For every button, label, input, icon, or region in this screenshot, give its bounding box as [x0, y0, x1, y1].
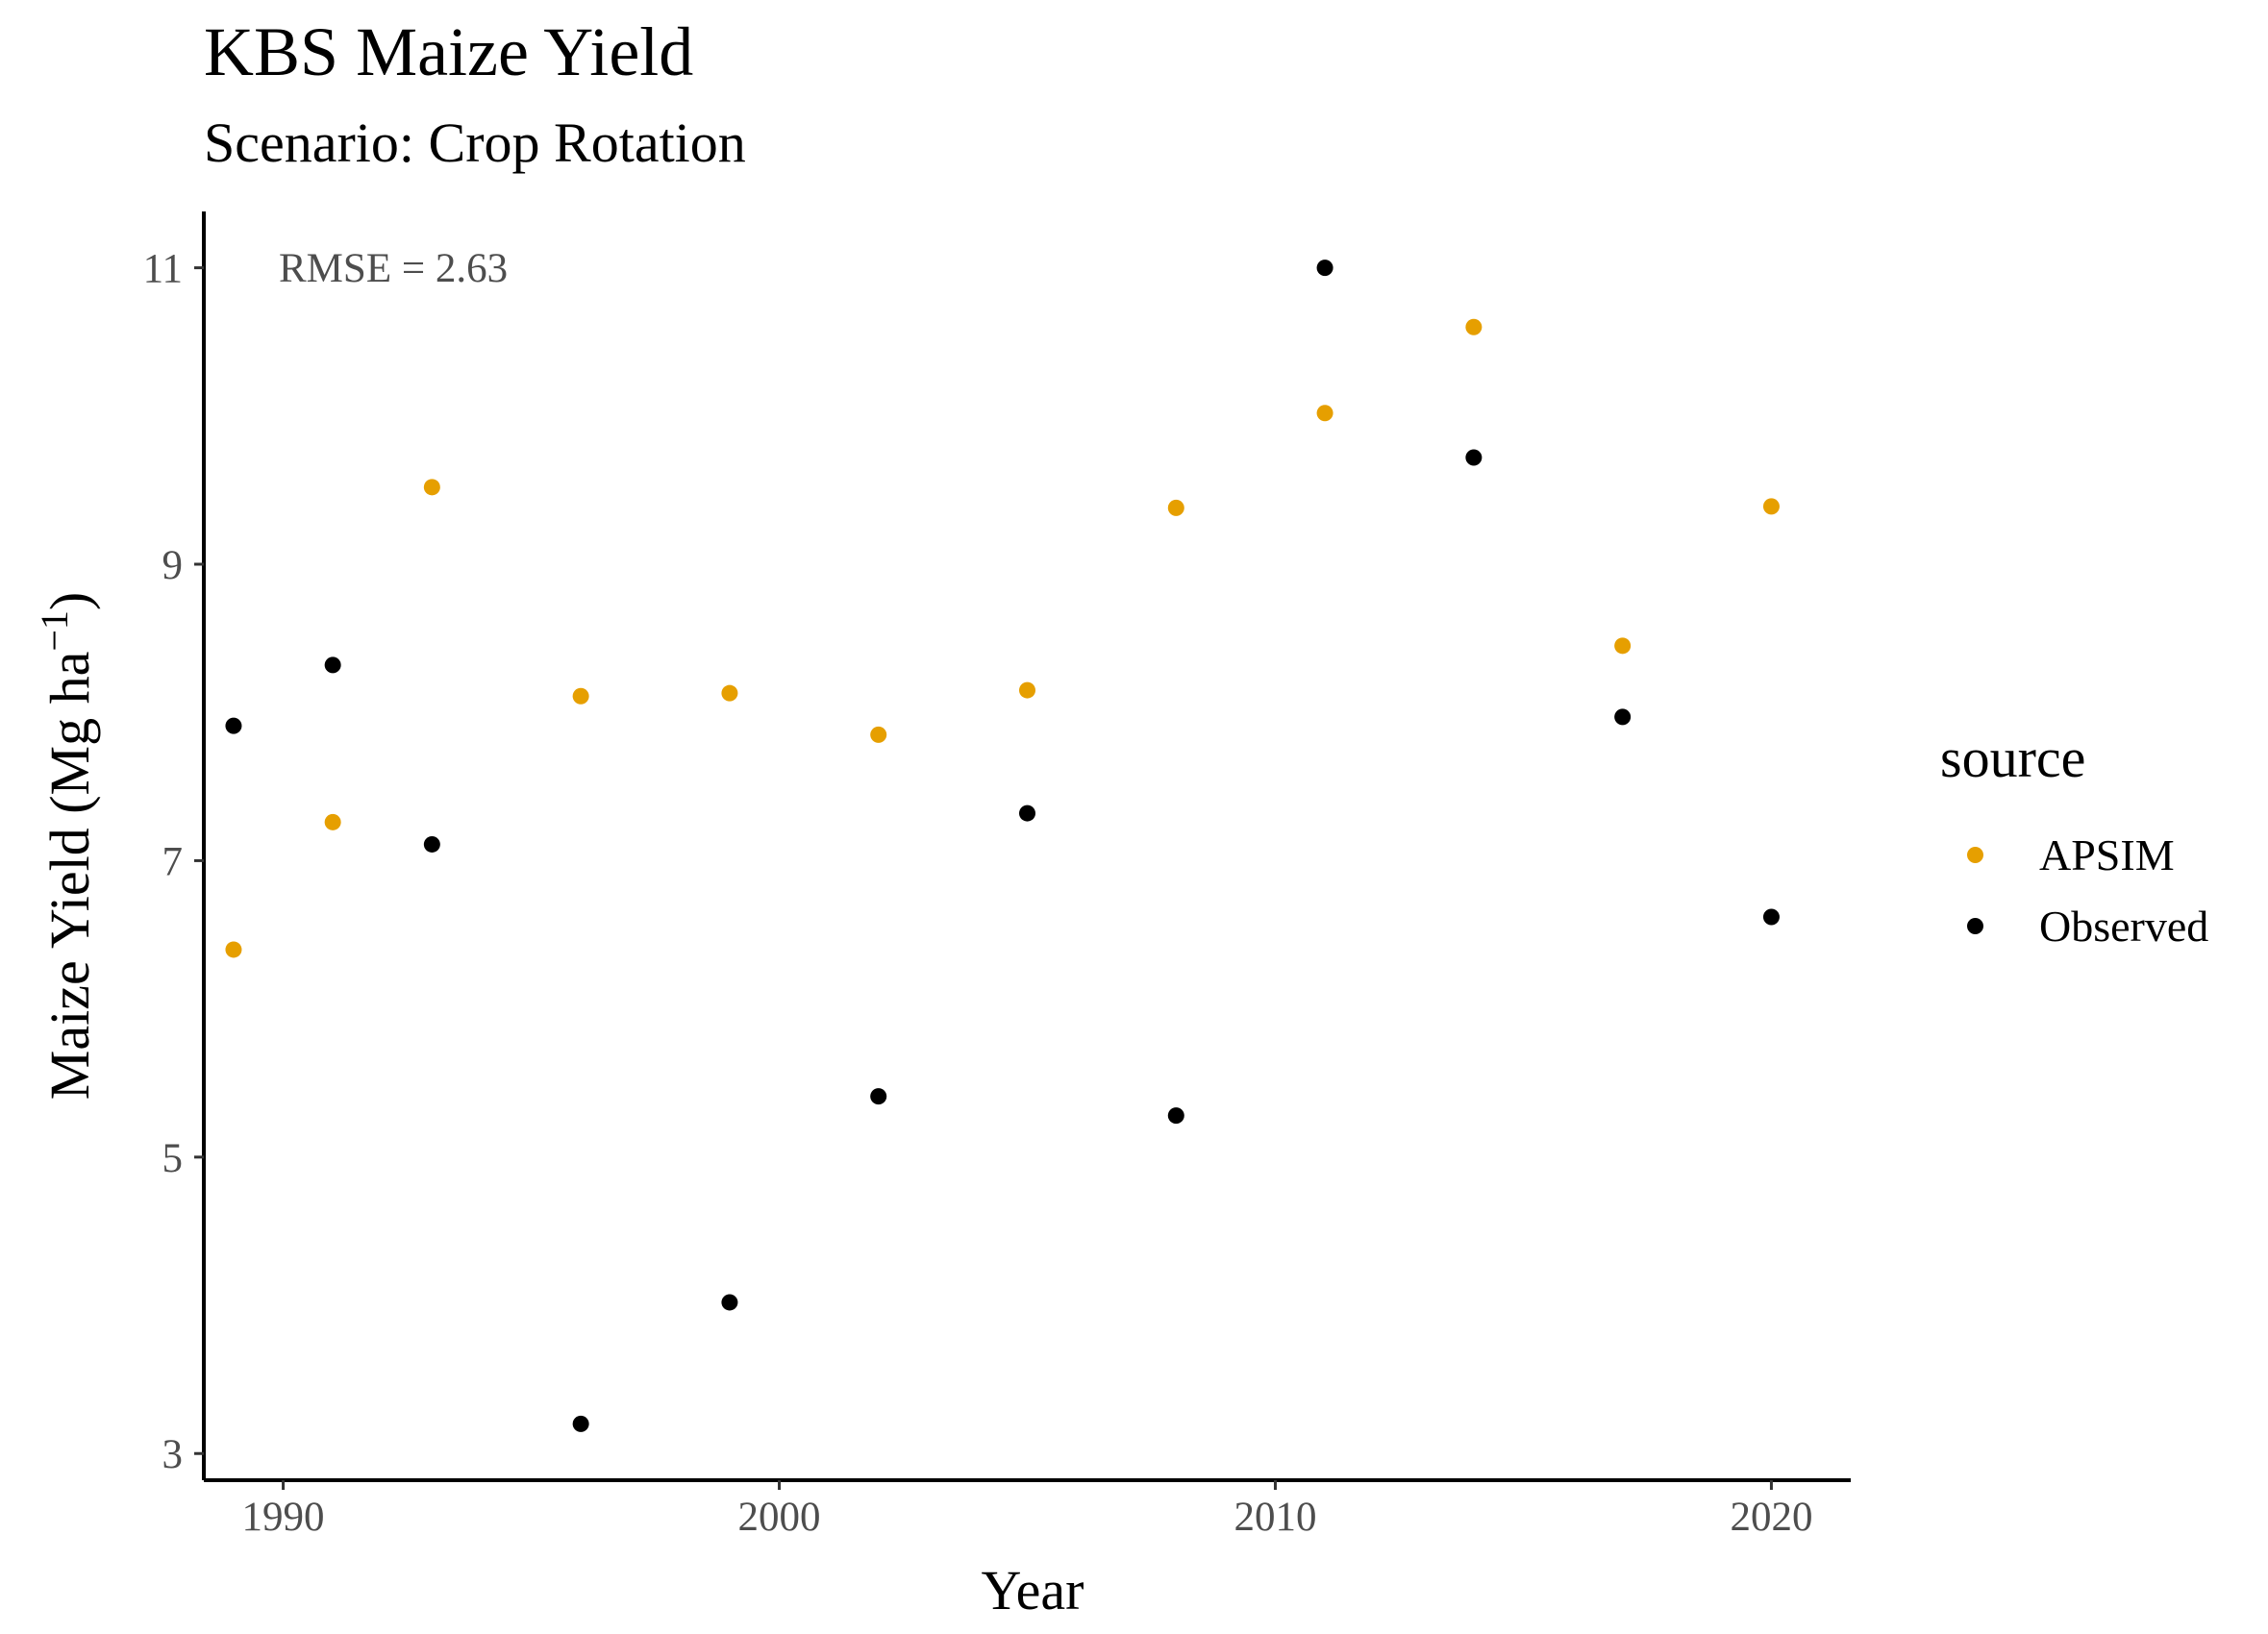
chart-subtitle: Scenario: Crop Rotation [204, 111, 746, 174]
data-point-observed [1762, 908, 1780, 926]
y-tick-label: 5 [162, 1136, 184, 1181]
data-point-observed [423, 835, 440, 853]
x-tick-label: 2020 [1730, 1495, 1812, 1540]
data-point-apsim [721, 684, 738, 702]
data-point-observed [721, 1294, 738, 1311]
legend-item-observed: Observed [1940, 890, 2208, 961]
data-point-apsim [324, 813, 341, 830]
data-point-apsim [870, 726, 887, 743]
legend-label-observed: Observed [2039, 901, 2209, 951]
data-points [225, 260, 1780, 1432]
x-tick-label: 1990 [242, 1495, 325, 1540]
y-axis-title-end: ) [38, 592, 101, 610]
data-point-apsim [1019, 681, 1035, 699]
legend: source APSIM Observed [1940, 730, 2208, 961]
data-point-observed [1019, 805, 1035, 822]
x-tick-label: 2010 [1234, 1495, 1316, 1540]
data-point-apsim [1167, 499, 1184, 516]
legend-item-apsim: APSIM [1940, 819, 2208, 890]
data-point-apsim [423, 479, 440, 496]
x-tick-label: 2000 [738, 1495, 821, 1540]
legend-label-apsim: APSIM [2039, 829, 2175, 879]
y-tick-label: 7 [162, 839, 184, 884]
legend-key-apsim [1967, 846, 1983, 863]
rmse-annotation: RMSE = 2.63 [279, 246, 508, 291]
legend-title: source [1940, 727, 2086, 789]
data-point-apsim [1316, 405, 1333, 422]
data-point-apsim [1762, 498, 1780, 515]
x-axis: 1990 2000 2010 2020 [204, 1478, 1851, 1540]
data-point-observed [572, 1415, 589, 1432]
data-point-apsim [1465, 318, 1483, 335]
y-tick-label: 9 [162, 543, 184, 588]
data-point-observed [1167, 1107, 1184, 1125]
x-axis-title: Year [982, 1559, 1084, 1622]
data-point-apsim [572, 687, 589, 705]
data-point-observed [1465, 449, 1483, 466]
data-point-observed [1614, 708, 1632, 726]
legend-key-observed [1967, 917, 1983, 934]
chart-title: KBS Maize Yield [204, 13, 694, 90]
y-tick-label: 11 [143, 247, 183, 292]
y-axis-title-main: Maize Yield (Mg ha [38, 652, 101, 1101]
y-axis: 3 5 7 9 11 [143, 211, 206, 1480]
y-axis-title-superscript: −1 [33, 610, 76, 652]
data-point-observed [870, 1088, 887, 1105]
data-point-apsim [1614, 637, 1632, 655]
data-point-observed [324, 656, 341, 674]
data-point-apsim [225, 941, 242, 958]
data-point-observed [1316, 260, 1333, 277]
y-tick-label: 3 [162, 1432, 184, 1477]
data-point-observed [225, 717, 242, 734]
y-axis-title: Maize Yield (Mg ha−1) [33, 592, 101, 1100]
